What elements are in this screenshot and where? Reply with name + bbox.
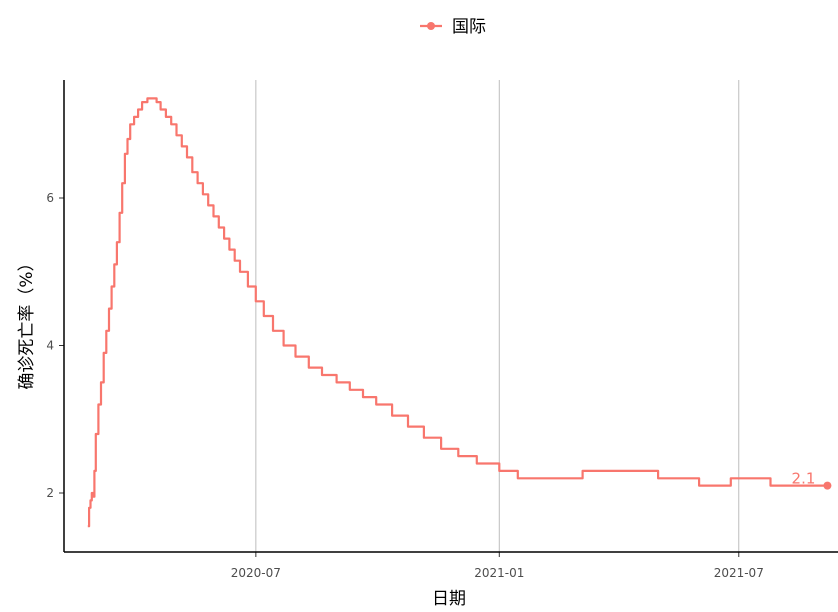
- series-line-国际: [87, 97, 828, 528]
- x-tick-label: 2021-01: [474, 566, 524, 580]
- legend: 国际: [420, 17, 486, 37]
- x-tick-label: 2021-07: [714, 566, 764, 580]
- y-axis-title: 确诊死亡率（%）: [17, 254, 37, 389]
- legend-key-point: [427, 22, 435, 30]
- y-tick-label: 4: [46, 339, 54, 353]
- y-tick-label: 2: [46, 486, 54, 500]
- tick-labels: 2020-07 2021-01 2021-07 2 4 6: [46, 191, 763, 580]
- series-layer: 2.1: [87, 97, 832, 528]
- series-end-point: [823, 481, 832, 490]
- axes: [59, 80, 838, 557]
- legend-label: 国际: [452, 17, 486, 37]
- gridlines: [255, 80, 740, 552]
- series-end-label: 2.1: [792, 470, 816, 488]
- x-axis-title: 日期: [432, 589, 466, 609]
- x-tick-label: 2020-07: [231, 566, 281, 580]
- y-tick-label: 6: [46, 191, 54, 205]
